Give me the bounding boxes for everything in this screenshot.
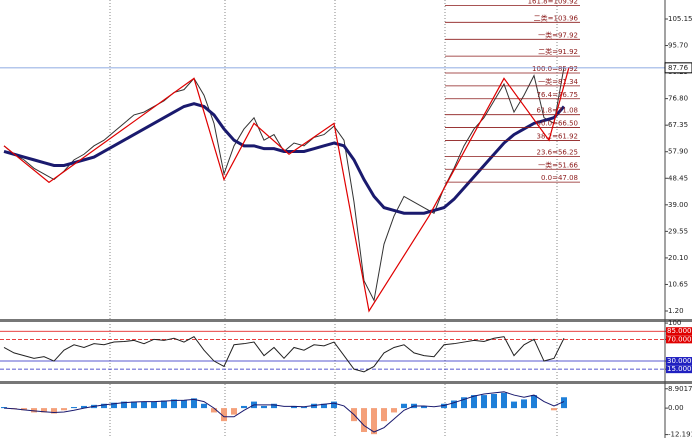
macd-bar bbox=[101, 403, 107, 409]
y-tick-label: 67.35 bbox=[668, 121, 688, 129]
zigzag bbox=[3, 67, 570, 313]
macd-bar bbox=[211, 408, 217, 413]
fib-label: 50.0=66.50 bbox=[537, 120, 579, 128]
macd-bar bbox=[191, 398, 197, 409]
fib-label: 二类=103.96 bbox=[534, 13, 579, 22]
macd-bar bbox=[261, 405, 267, 409]
macd-bar bbox=[71, 407, 77, 409]
y-tick-label: 8.9017 bbox=[668, 385, 692, 393]
macd-bar bbox=[241, 405, 247, 409]
level-box bbox=[666, 327, 692, 336]
macd-bar bbox=[161, 400, 167, 409]
pane-divider bbox=[0, 381, 692, 384]
macd-bar bbox=[501, 392, 507, 409]
fib-label: 76.4=76.75 bbox=[537, 91, 579, 99]
macd-bar bbox=[421, 405, 427, 409]
macd-bar bbox=[141, 401, 147, 409]
y-tick-label: 70.0000 bbox=[667, 335, 692, 343]
series-line bbox=[3, 335, 565, 373]
y-tick-label: 48.45 bbox=[668, 174, 688, 182]
series-line bbox=[3, 391, 565, 433]
macd-bar bbox=[31, 408, 37, 413]
macd-bar bbox=[21, 408, 27, 411]
macd-bar bbox=[551, 408, 557, 411]
y-tick-label: 85.0000 bbox=[667, 327, 692, 335]
y-tick-label: 10.65 bbox=[668, 280, 688, 288]
macd-bar bbox=[81, 405, 87, 409]
macd-bar bbox=[41, 408, 47, 413]
y-tick-label: 30.0000 bbox=[667, 357, 692, 365]
macd-bar bbox=[491, 393, 497, 409]
y-tick-label: 15.0000 bbox=[667, 365, 692, 373]
y-tick-label: 0.00 bbox=[668, 404, 684, 412]
level-box bbox=[666, 365, 692, 374]
macd-bar bbox=[201, 403, 207, 409]
fib-label: 161.8=109.92 bbox=[528, 0, 578, 6]
y-tick-label: 1.20 bbox=[668, 307, 684, 315]
fib-label: 100.0=85.92 bbox=[532, 65, 578, 73]
y-tick-label: 76.80 bbox=[668, 95, 688, 103]
fib-label: 一类=51.66 bbox=[538, 160, 578, 169]
macd-bar bbox=[271, 403, 277, 409]
fib-label: 一类=81.34 bbox=[538, 77, 578, 86]
macd-bar bbox=[511, 401, 517, 409]
y-tick-label: 57.90 bbox=[668, 148, 688, 156]
macd-bar bbox=[361, 408, 367, 433]
macd-bar bbox=[151, 401, 157, 409]
macd-bar bbox=[371, 408, 377, 435]
macd-bar bbox=[481, 395, 487, 409]
macd-bar bbox=[471, 395, 477, 409]
macd-bar bbox=[391, 408, 397, 413]
y-tick-label: 20.10 bbox=[668, 254, 688, 262]
macd-bar bbox=[51, 408, 57, 414]
macd-bar bbox=[561, 397, 567, 409]
macd-bar bbox=[111, 402, 117, 409]
macd-bar bbox=[321, 403, 327, 409]
y-tick-label: 100 bbox=[668, 319, 681, 327]
macd-bar bbox=[181, 400, 187, 409]
macd-bar bbox=[301, 407, 307, 409]
pane-divider bbox=[0, 319, 692, 322]
series-line bbox=[3, 102, 566, 215]
macd-bar bbox=[171, 399, 177, 409]
last-price-box bbox=[664, 62, 692, 74]
fib-label: 0.0=47.08 bbox=[541, 174, 578, 182]
macd-bar bbox=[61, 408, 67, 411]
y-tick-label: 105.15 bbox=[668, 15, 692, 23]
macd-bar bbox=[121, 401, 127, 409]
macd-bar bbox=[221, 408, 227, 422]
series-line bbox=[3, 67, 565, 302]
fib-label: 23.6=56.25 bbox=[537, 148, 579, 156]
macd-bar bbox=[401, 403, 407, 409]
macd-bar bbox=[381, 408, 387, 422]
macd-bar bbox=[331, 401, 337, 409]
macd-bar bbox=[531, 395, 537, 409]
fib-label: 二类=91.92 bbox=[538, 47, 578, 56]
macd-bar bbox=[131, 401, 137, 409]
fib-label: 一类=97.92 bbox=[538, 30, 578, 39]
y-tick-label: 39.00 bbox=[668, 201, 688, 209]
fib-label: 38.2=61.92 bbox=[537, 132, 579, 140]
y-tick-label: 95.70 bbox=[668, 42, 688, 50]
level-box bbox=[666, 357, 692, 366]
y-tick-label: 29.55 bbox=[668, 227, 688, 235]
macd-bar bbox=[291, 405, 297, 409]
last-price-label: 87.76 bbox=[668, 64, 689, 72]
y-tick-label: -12.191 bbox=[668, 431, 692, 438]
macd-bar bbox=[461, 397, 467, 409]
macd-bar bbox=[451, 400, 457, 409]
level-box bbox=[666, 335, 692, 344]
macd-bar bbox=[1, 407, 7, 409]
macd-bar bbox=[231, 408, 237, 415]
macd-bar bbox=[521, 399, 527, 409]
